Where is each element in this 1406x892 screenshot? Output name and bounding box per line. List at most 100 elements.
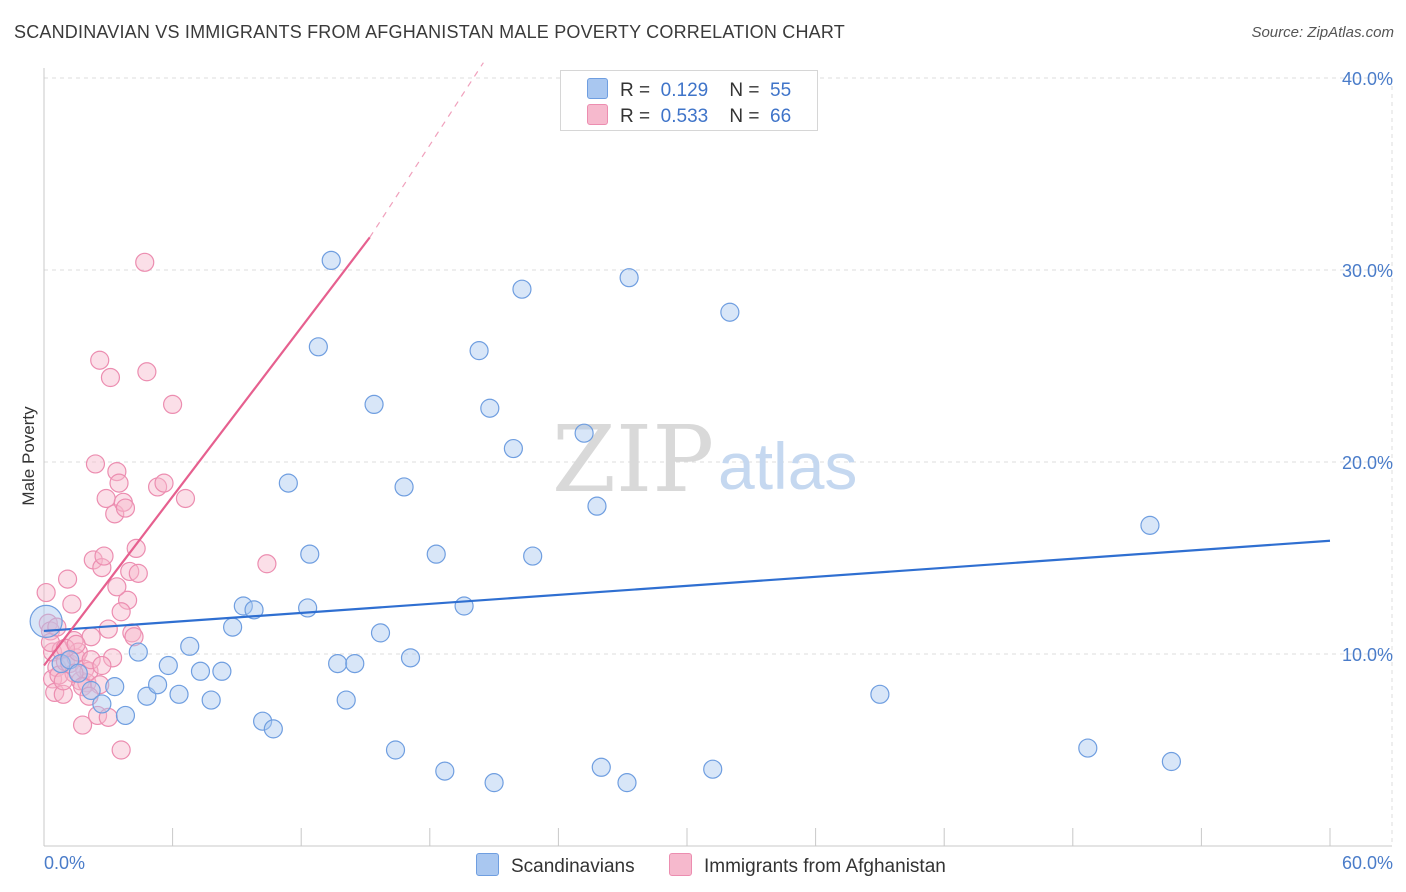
scandinavians-point [223,617,243,637]
scandinavians-point [1140,515,1160,535]
y-tick-label: 40.0% [1342,69,1393,89]
r-label: R = [620,80,651,101]
scandinavians-point [298,598,318,618]
scandinavians-point [454,596,474,616]
afghanistan-point [175,488,196,509]
scandinavians-point [201,690,221,710]
trend-line-scandinavians [43,539,1331,633]
scandinavians-point [523,546,543,566]
y-tick-labels: 10.0% 20.0% 30.0% 40.0% [1342,69,1393,665]
afghanistan-point [107,462,127,482]
scandinavians-point [212,661,232,681]
scandinavians-point [426,544,446,564]
r-label: R = [620,106,651,127]
legend-label: Immigrants from Afghanistan [704,856,946,877]
scandinavians-point [587,496,607,516]
x-tick-labels: 0.0% 60.0% [44,853,1393,873]
source-label: Source: ZipAtlas.com [1251,24,1394,41]
scandinavians-point [278,473,298,493]
axes [43,68,1392,847]
n-label: N = [729,106,760,127]
scandinavians-point [435,761,455,781]
scandinavians-point [68,663,88,683]
scandinavians-point [394,477,414,497]
afghanistan-point [111,740,131,760]
afghanistan-point [100,367,121,388]
afghanistan-point [57,569,78,589]
scandinavians-point [617,773,637,793]
scandinavians-point [253,711,273,731]
scandinavians-point [308,337,328,357]
scandinavians-point [720,302,740,322]
scandinavians-point [1078,738,1098,758]
afghanistan-point [92,557,112,578]
legend-item-afghanistan[interactable]: Immigrants from Afghanistan [669,853,946,878]
afghanistan-point [154,473,174,493]
afghanistan-point [128,563,148,583]
r-value: 0.533 [660,106,709,127]
legend-item-scandinavians[interactable]: Scandinavians [476,853,635,878]
scandinavians-point [81,680,101,701]
watermark-zip: ZIP [552,406,714,513]
watermark-atlas: atlas [718,429,857,503]
grid-lines [44,77,1393,846]
scandinavians-point [321,250,341,270]
watermark: ZIP atlas [552,406,857,513]
afghanistan-point [163,394,183,414]
stats-row-scandinavians: R = 0.129 N = 55 [587,78,792,101]
scandinavians-point [574,423,594,443]
afghanistan-point [36,582,56,603]
scandinavians-point [336,690,356,710]
scandinavians-point [60,650,80,670]
scandinavians-point [169,684,189,704]
y-tick-label: 20.0% [1342,453,1393,473]
afghanistan-point [135,252,155,272]
scandinavians-point [300,544,320,564]
afghanistan-point [90,350,110,370]
trend-lines [43,62,1331,667]
scandinavians-point [345,653,365,674]
afghanistan-point [257,554,277,574]
n-label: N = [729,80,760,101]
scandinavians-point [619,268,639,288]
afghanistan-point [53,684,73,704]
afghanistan-point [85,454,106,474]
afghanistan-point [137,362,157,382]
n-value: 55 [770,80,792,101]
series-scandinavians-points [29,250,1181,793]
y-tick-label: 10.0% [1342,645,1393,665]
x-tick-label: 60.0% [1342,853,1393,873]
scandinavians-point [158,655,178,676]
scandinavians-point [180,636,200,656]
scandinavians-point [263,719,283,739]
r-value: 0.129 [660,80,709,101]
scandinavians-point [364,394,384,414]
blue-swatch [587,78,608,99]
pink-swatch [669,853,692,876]
legend-label: Scandinavians [511,856,635,877]
scandinavians-point [512,279,532,299]
scandinavians-point [115,705,136,726]
scandinavians-point [105,677,125,697]
afghanistan-point [109,473,129,493]
scandinavians-point [370,623,391,643]
scandinavians-point [147,675,168,695]
pink-swatch [587,104,608,125]
chart-title: SCANDINAVIAN VS IMMIGRANTS FROM AFGHANIS… [14,22,845,42]
stats-row-afghanistan: R = 0.533 N = 66 [587,104,791,127]
afghanistan-point [102,648,123,668]
trend-line-afghanistan-extension [369,62,484,238]
scandinavians-point [29,604,63,638]
scandinavians-point [128,642,148,662]
scandinavians-point [591,757,611,777]
afghanistan-point [124,627,144,647]
scandinavians-point [92,694,112,714]
scandinavians-point [469,341,489,361]
y-tick-label: 30.0% [1342,261,1393,281]
afghanistan-point [111,602,131,622]
scandinavians-point [480,398,500,418]
afghanistan-point [98,619,118,639]
afghanistan-point [47,617,67,637]
blue-swatch [476,853,499,876]
